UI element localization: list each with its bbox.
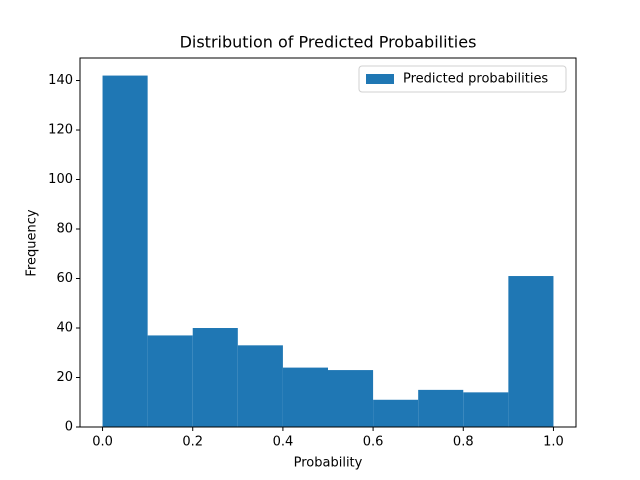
y-tick-label: 120 [48,123,73,138]
y-axis-label: Frequency [25,209,40,276]
x-axis-label: Probability [294,456,363,471]
bar [463,392,509,427]
x-tick-label: 0.6 [363,435,384,450]
y-tick-label: 140 [48,73,73,88]
legend-box [358,65,567,93]
legend-swatch [366,74,394,84]
bar [508,276,554,427]
bar [282,367,328,427]
y-tick-label: 40 [56,321,73,336]
x-tick-label: 0.0 [92,435,113,450]
x-tick-label: 0.2 [182,435,203,450]
chart-title: Distribution of Predicted Probabilities [180,33,477,52]
bar [328,370,374,427]
legend-label: Predicted probabilities [403,72,548,87]
y-tick-label: 0 [65,420,73,435]
bar [418,389,464,427]
x-tick-label: 0.4 [273,435,294,450]
bar [373,399,419,427]
x-tick-label: 1.0 [543,435,564,450]
bar [147,335,193,427]
y-tick-label: 80 [56,222,73,237]
bar [102,75,148,428]
bar [237,345,283,427]
x-tick-label: 0.8 [453,435,474,450]
bar [192,328,238,427]
plot-frame [79,57,577,428]
y-tick-label: 100 [48,172,73,187]
y-tick-label: 60 [56,271,73,286]
y-tick-label: 20 [56,370,73,385]
